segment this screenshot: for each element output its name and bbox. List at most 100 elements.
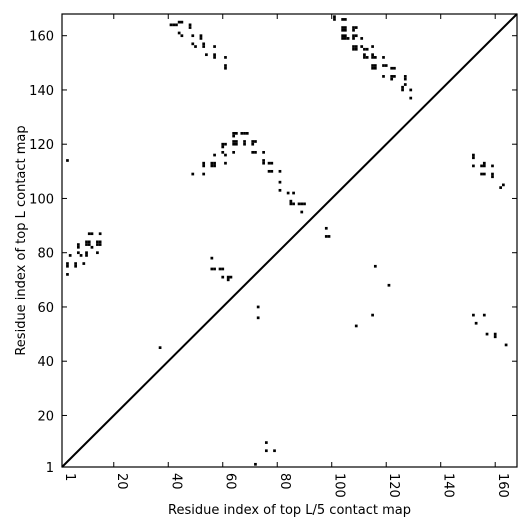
contact-point <box>180 34 184 38</box>
contact-point <box>371 313 374 317</box>
contact-point <box>292 202 295 206</box>
contact-point <box>232 140 236 143</box>
contact-point <box>502 183 505 187</box>
contact-point <box>401 88 404 92</box>
contact-point <box>341 34 344 38</box>
contact-point <box>472 164 475 168</box>
contact-point <box>191 172 195 176</box>
contact-point <box>254 462 257 466</box>
x-axis-ticks: 1 20 40 60 80 100 120 140 160 <box>61 14 510 498</box>
contact-point <box>224 142 227 146</box>
contact-point <box>74 264 77 268</box>
contact-point <box>213 53 216 57</box>
contact-point <box>243 131 246 135</box>
points-layer <box>66 15 508 466</box>
contact-point <box>251 142 255 146</box>
contact-point <box>333 15 336 19</box>
contact-point <box>199 34 203 38</box>
contact-point <box>90 245 94 249</box>
contact-point <box>352 34 355 38</box>
contact-point <box>354 324 358 328</box>
contact-point <box>199 37 203 40</box>
contact-point <box>324 235 328 238</box>
contact-point <box>191 42 195 46</box>
contact-point <box>491 172 494 176</box>
contact-point <box>373 56 377 59</box>
contact-point <box>382 75 385 78</box>
contact-point <box>382 56 385 59</box>
contact-point <box>491 175 494 179</box>
contact-point <box>210 161 214 165</box>
y-tick-label: 40 <box>37 355 54 370</box>
diagonal-line <box>61 13 518 468</box>
contact-point <box>232 131 236 135</box>
contact-point <box>221 275 225 279</box>
contact-point <box>346 37 350 40</box>
x-tick-label: 100 <box>332 473 347 498</box>
y-tick-label: 140 <box>29 84 54 99</box>
contact-point <box>363 53 366 57</box>
contact-point <box>254 140 257 143</box>
x-tick-label: 1 <box>62 473 77 481</box>
contact-point <box>76 243 80 246</box>
contact-point <box>175 23 178 27</box>
contact-point <box>352 28 355 32</box>
contact-point <box>327 235 331 238</box>
contact-point <box>235 142 238 146</box>
contact-point <box>221 142 225 146</box>
contact-point <box>224 64 227 67</box>
contact-point <box>210 267 214 271</box>
contact-point <box>341 28 344 32</box>
contact-point <box>232 150 236 154</box>
contact-point <box>202 161 206 165</box>
contact-point <box>303 202 306 206</box>
contact-point <box>343 37 347 40</box>
contact-point <box>180 20 184 24</box>
contact-point <box>213 45 216 48</box>
y-axis-label: Residue index of top L contact map <box>14 125 29 355</box>
contact-point <box>87 243 91 246</box>
contact-point <box>224 66 227 70</box>
contact-point <box>213 164 216 168</box>
contact-point <box>371 53 374 57</box>
contact-point <box>390 66 394 70</box>
contact-point <box>387 283 391 287</box>
contact-point <box>278 180 282 184</box>
x-tick-label: 140 <box>441 473 456 498</box>
contact-point <box>482 164 486 168</box>
contact-point <box>262 159 265 162</box>
contact-point <box>480 164 483 168</box>
contact-point <box>474 321 478 325</box>
contact-point <box>352 37 355 40</box>
contact-point <box>267 161 271 165</box>
contact-point <box>499 186 503 189</box>
contact-point <box>218 267 222 271</box>
contact-point <box>371 45 374 48</box>
contact-point <box>235 140 238 143</box>
contact-point <box>240 131 244 135</box>
contact-point <box>210 256 214 260</box>
contact-point <box>98 240 102 244</box>
contact-point <box>158 346 162 350</box>
contact-point <box>177 31 181 35</box>
contact-point <box>300 210 304 214</box>
contact-point <box>393 75 396 78</box>
contact-point <box>224 161 227 165</box>
contact-point <box>243 140 246 143</box>
contact-point <box>270 161 274 165</box>
contact-point <box>352 26 355 29</box>
contact-point <box>98 232 102 236</box>
contact-point <box>66 273 69 276</box>
contact-point <box>262 150 265 154</box>
contact-point <box>403 83 407 86</box>
contact-point <box>96 251 99 255</box>
contact-point <box>472 156 475 160</box>
contact-point <box>360 45 364 48</box>
contact-point <box>172 23 176 27</box>
contact-point <box>85 251 88 255</box>
contact-point <box>393 66 396 70</box>
contact-point <box>262 161 265 165</box>
y-tick-label: 20 <box>37 409 54 424</box>
